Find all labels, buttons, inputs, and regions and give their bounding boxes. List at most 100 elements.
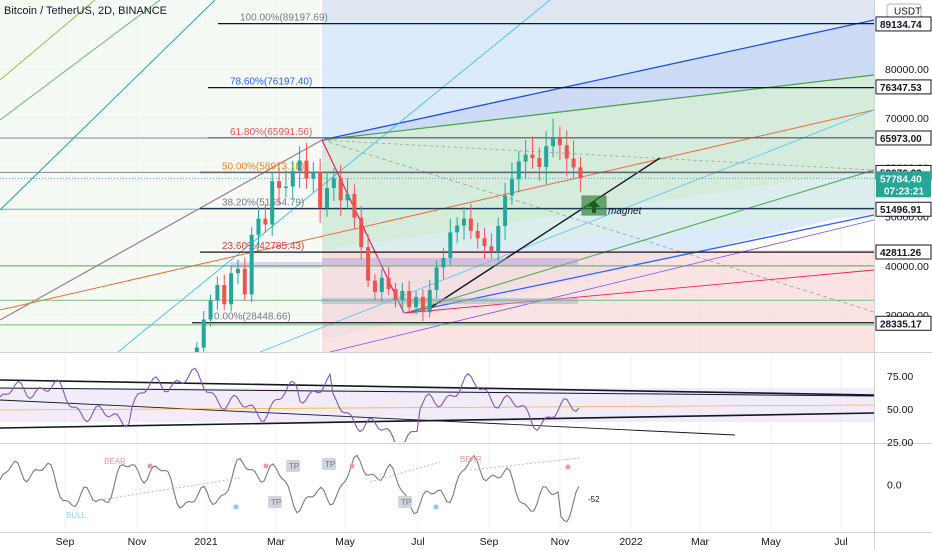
candle [571,140,576,178]
price-tick-label: 80000.00 [885,64,929,76]
candle [407,280,412,313]
time-tick-label: Sep [480,536,499,548]
candle [242,257,247,301]
candle [496,217,501,262]
marker-tp-2: TP [325,460,335,469]
candle [427,279,432,318]
currency-badge[interactable]: USDT [886,3,922,19]
fib-labels: 100.00%(89197.69) 78.60%(76197.40) 61.80%(… [214,13,328,323]
magnet-label: magnet [608,206,643,217]
candle [304,142,309,189]
candle [249,226,254,303]
marker-bear-1: BEAR [104,457,126,466]
oscillator-signal [99,457,581,501]
candle [523,140,528,180]
rsi-axis[interactable]: 75.00 50.00 25.00 [887,371,913,449]
marker-bull: BULL [66,511,87,520]
time-axis[interactable]: Sep Nov 2021 Mar May Jul Sep Nov 2022 Mar May Jul [56,536,848,548]
candle [338,164,343,216]
candle [325,171,329,217]
time-tick-label: 2022 [619,536,643,548]
candle [311,162,316,193]
marker-tp-4: TP [401,498,411,507]
fib-level-label: 61.80%(65991.56) [230,127,312,138]
candle [482,227,487,259]
candle [318,158,323,223]
price-tag: 51496.91 [875,201,932,217]
candle [235,259,240,285]
time-tick-label: May [335,536,356,548]
oscillator-last-value: -52 [588,495,600,504]
oscillator-markers: BEAR BULL TP TP TP TP BEAR [66,455,571,520]
candle [434,260,439,299]
main-pane[interactable]: 100.00%(89197.69) 78.60%(76197.40) 61.80%(… [0,0,874,379]
rsi-trendlines [0,379,874,436]
svg-text:65973.00: 65973.00 [880,134,922,145]
candle [564,130,569,177]
price-tag: 65973.00 [875,130,932,146]
time-tick-label: 2021 [194,536,218,548]
price-tag: 89134.74 [875,16,932,32]
candle [420,289,425,322]
price-tags: 89134.7476347.5365973.0058976.2251496.91… [875,16,932,331]
candle [503,182,508,240]
fib-level-label: 0.00%(28448.66) [214,312,291,323]
price-tick-label: 40000.00 [885,261,929,273]
candle [277,167,282,205]
time-tick-label: Jul [411,536,424,548]
time-tick-label: Mar [691,536,710,548]
time-tick-label: Sep [56,536,75,548]
oscillator-pane[interactable]: BEAR BULL TP TP TP TP BEAR -52 [0,454,600,523]
time-tick-label: Mar [267,536,286,548]
candle [475,222,480,249]
candle [208,294,213,327]
fib-level-label: 23.60%(42785.43) [222,241,304,252]
candle [393,282,398,308]
magnet-annotation[interactable]: magnet [581,195,643,217]
candle [462,207,466,240]
candle [352,184,357,230]
chart-title: Bitcoin / TetherUS, 2D, BINANCE [4,5,167,17]
candle [379,268,384,303]
candle [201,311,206,352]
candle [448,218,453,266]
candle [489,233,494,259]
time-tick-label: May [761,536,782,548]
candle [194,342,199,352]
candle [297,146,302,189]
candle [290,160,295,200]
candle [578,157,583,192]
time-tick-label: Jul [834,536,847,548]
rsi-tick-label: 75.00 [887,371,913,383]
price-tag: 28335.17 [875,315,932,331]
marker-tp-1: TP [289,462,299,471]
rsi-pane[interactable] [0,367,874,449]
oscillator-axis[interactable]: 0.0 [887,480,902,492]
svg-text:51496.91: 51496.91 [880,205,922,216]
candle [557,126,562,161]
rsi-line [0,367,580,442]
candle [530,136,535,169]
candles [194,118,583,352]
marker-bear-2: BEAR [460,455,482,464]
fib-level-label: 50.00%(58973.18) [222,161,304,172]
oscillator-line [0,454,580,523]
candle [537,147,542,181]
candle [263,204,268,233]
candle [215,276,220,310]
svg-text:57784.40: 57784.40 [880,174,922,185]
candle [256,207,261,249]
candle [455,217,460,244]
time-tick-label: Nov [551,536,570,548]
candle [283,170,288,198]
price-tag: 42811.26 [875,244,932,260]
candle [516,150,521,193]
time-tick-label: Nov [128,536,147,548]
candle [441,248,446,279]
rsi-tick-label: 50.00 [887,404,913,416]
svg-text:07:23:21: 07:23:21 [884,186,924,197]
candle [270,171,275,236]
